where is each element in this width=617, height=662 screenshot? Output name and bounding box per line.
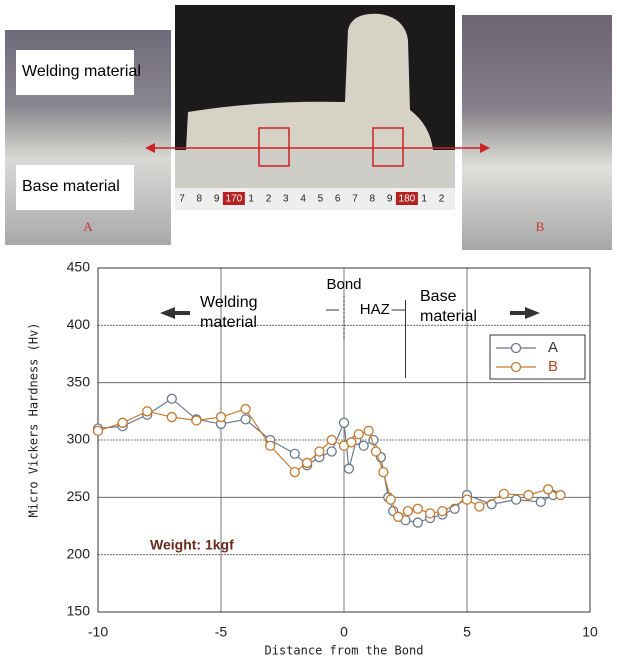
x-tick-label: -5 [215,624,228,640]
ruler-number: 6 [335,194,341,205]
y-tick-label: 200 [67,545,91,561]
y-tick-label: 250 [67,488,91,504]
photo-right [462,15,612,250]
data-point [544,485,553,494]
chart: 150 200 250 300 350 400 450 -10 -5 0 5 10 Distance f… [27,259,598,658]
data-point [379,468,388,477]
data-point [413,518,422,527]
data-point [499,489,508,498]
data-point [290,468,299,477]
data-point [364,426,373,435]
y-tick-label: 450 [67,259,91,275]
data-point [303,458,312,467]
data-point [94,426,103,435]
data-point [386,495,395,504]
ruler-number: 8 [197,194,203,205]
data-point [327,447,336,456]
ruler-number: 1 [248,194,254,205]
data-point [340,418,349,427]
data-point [359,441,368,450]
y-tick-label: 150 [67,603,91,619]
marker-label: B [536,219,545,234]
data-point [315,447,324,456]
annotation: Weight: 1kgf [150,537,234,553]
data-point [438,507,447,516]
ruler-number: 4 [300,194,306,205]
data-point [354,430,363,439]
photo-label: Base material [22,178,120,195]
data-point [167,413,176,422]
ruler-number: 170 [226,194,243,205]
x-tick-label: 10 [582,624,598,640]
data-point [426,509,435,518]
figure: Welding material Base material A 7891701… [0,0,617,662]
data-point [475,502,484,511]
marker-label: A [83,219,93,234]
x-tick-label: 0 [340,624,348,640]
data-point [290,449,299,458]
data-point [241,405,250,414]
x-tick-label: -10 [88,624,108,640]
series-line [98,409,560,517]
data-point [413,504,422,513]
ruler-number: 8 [370,194,376,205]
data-point [394,512,403,521]
x-axis-title: Distance from the Bond [265,644,424,658]
annotation: HAZ [360,301,390,318]
ruler-number: 1 [421,194,427,205]
data-point [347,438,356,447]
y-tick-label: 350 [67,373,91,389]
data-point [241,415,250,424]
data-point [217,413,226,422]
base-plate [175,150,455,188]
ruler-number: 2 [439,194,445,205]
data-point [403,507,412,516]
data-point [536,497,545,506]
data-point [266,441,275,450]
ruler-number: 2 [266,194,272,205]
annotation-arrow [510,307,540,319]
photo-label: Welding material [22,63,141,80]
data-point [118,418,127,427]
data-point [143,407,152,416]
data-point [344,464,353,473]
ruler-number: 9 [387,194,393,205]
legend-marker [512,344,521,353]
data-point [371,447,380,456]
legend-box [490,335,585,379]
annotation-arrow [160,307,190,319]
legend-marker [512,363,521,372]
ruler-number: 9 [214,194,220,205]
data-point [512,495,521,504]
ruler-number: 3 [283,194,289,205]
annotation: Bond [326,276,361,293]
data-point [487,500,496,509]
ruler-number: 180 [399,194,416,205]
ruler-number: 7 [352,194,358,205]
x-tick-label: 5 [463,624,471,640]
y-tick-label: 400 [67,316,91,332]
data-point [556,491,565,500]
legend-label: A [548,339,558,356]
y-axis-title: Micro Vickers Hardness (Hv) [27,322,41,517]
data-point [327,436,336,445]
ruler-number: 7 [179,194,185,205]
data-point [463,495,472,504]
data-point [192,416,201,425]
y-tick-label: 300 [67,431,91,447]
legend-label: B [548,358,558,375]
data-point [167,394,176,403]
ruler-number: 5 [318,194,324,205]
data-point [524,491,533,500]
